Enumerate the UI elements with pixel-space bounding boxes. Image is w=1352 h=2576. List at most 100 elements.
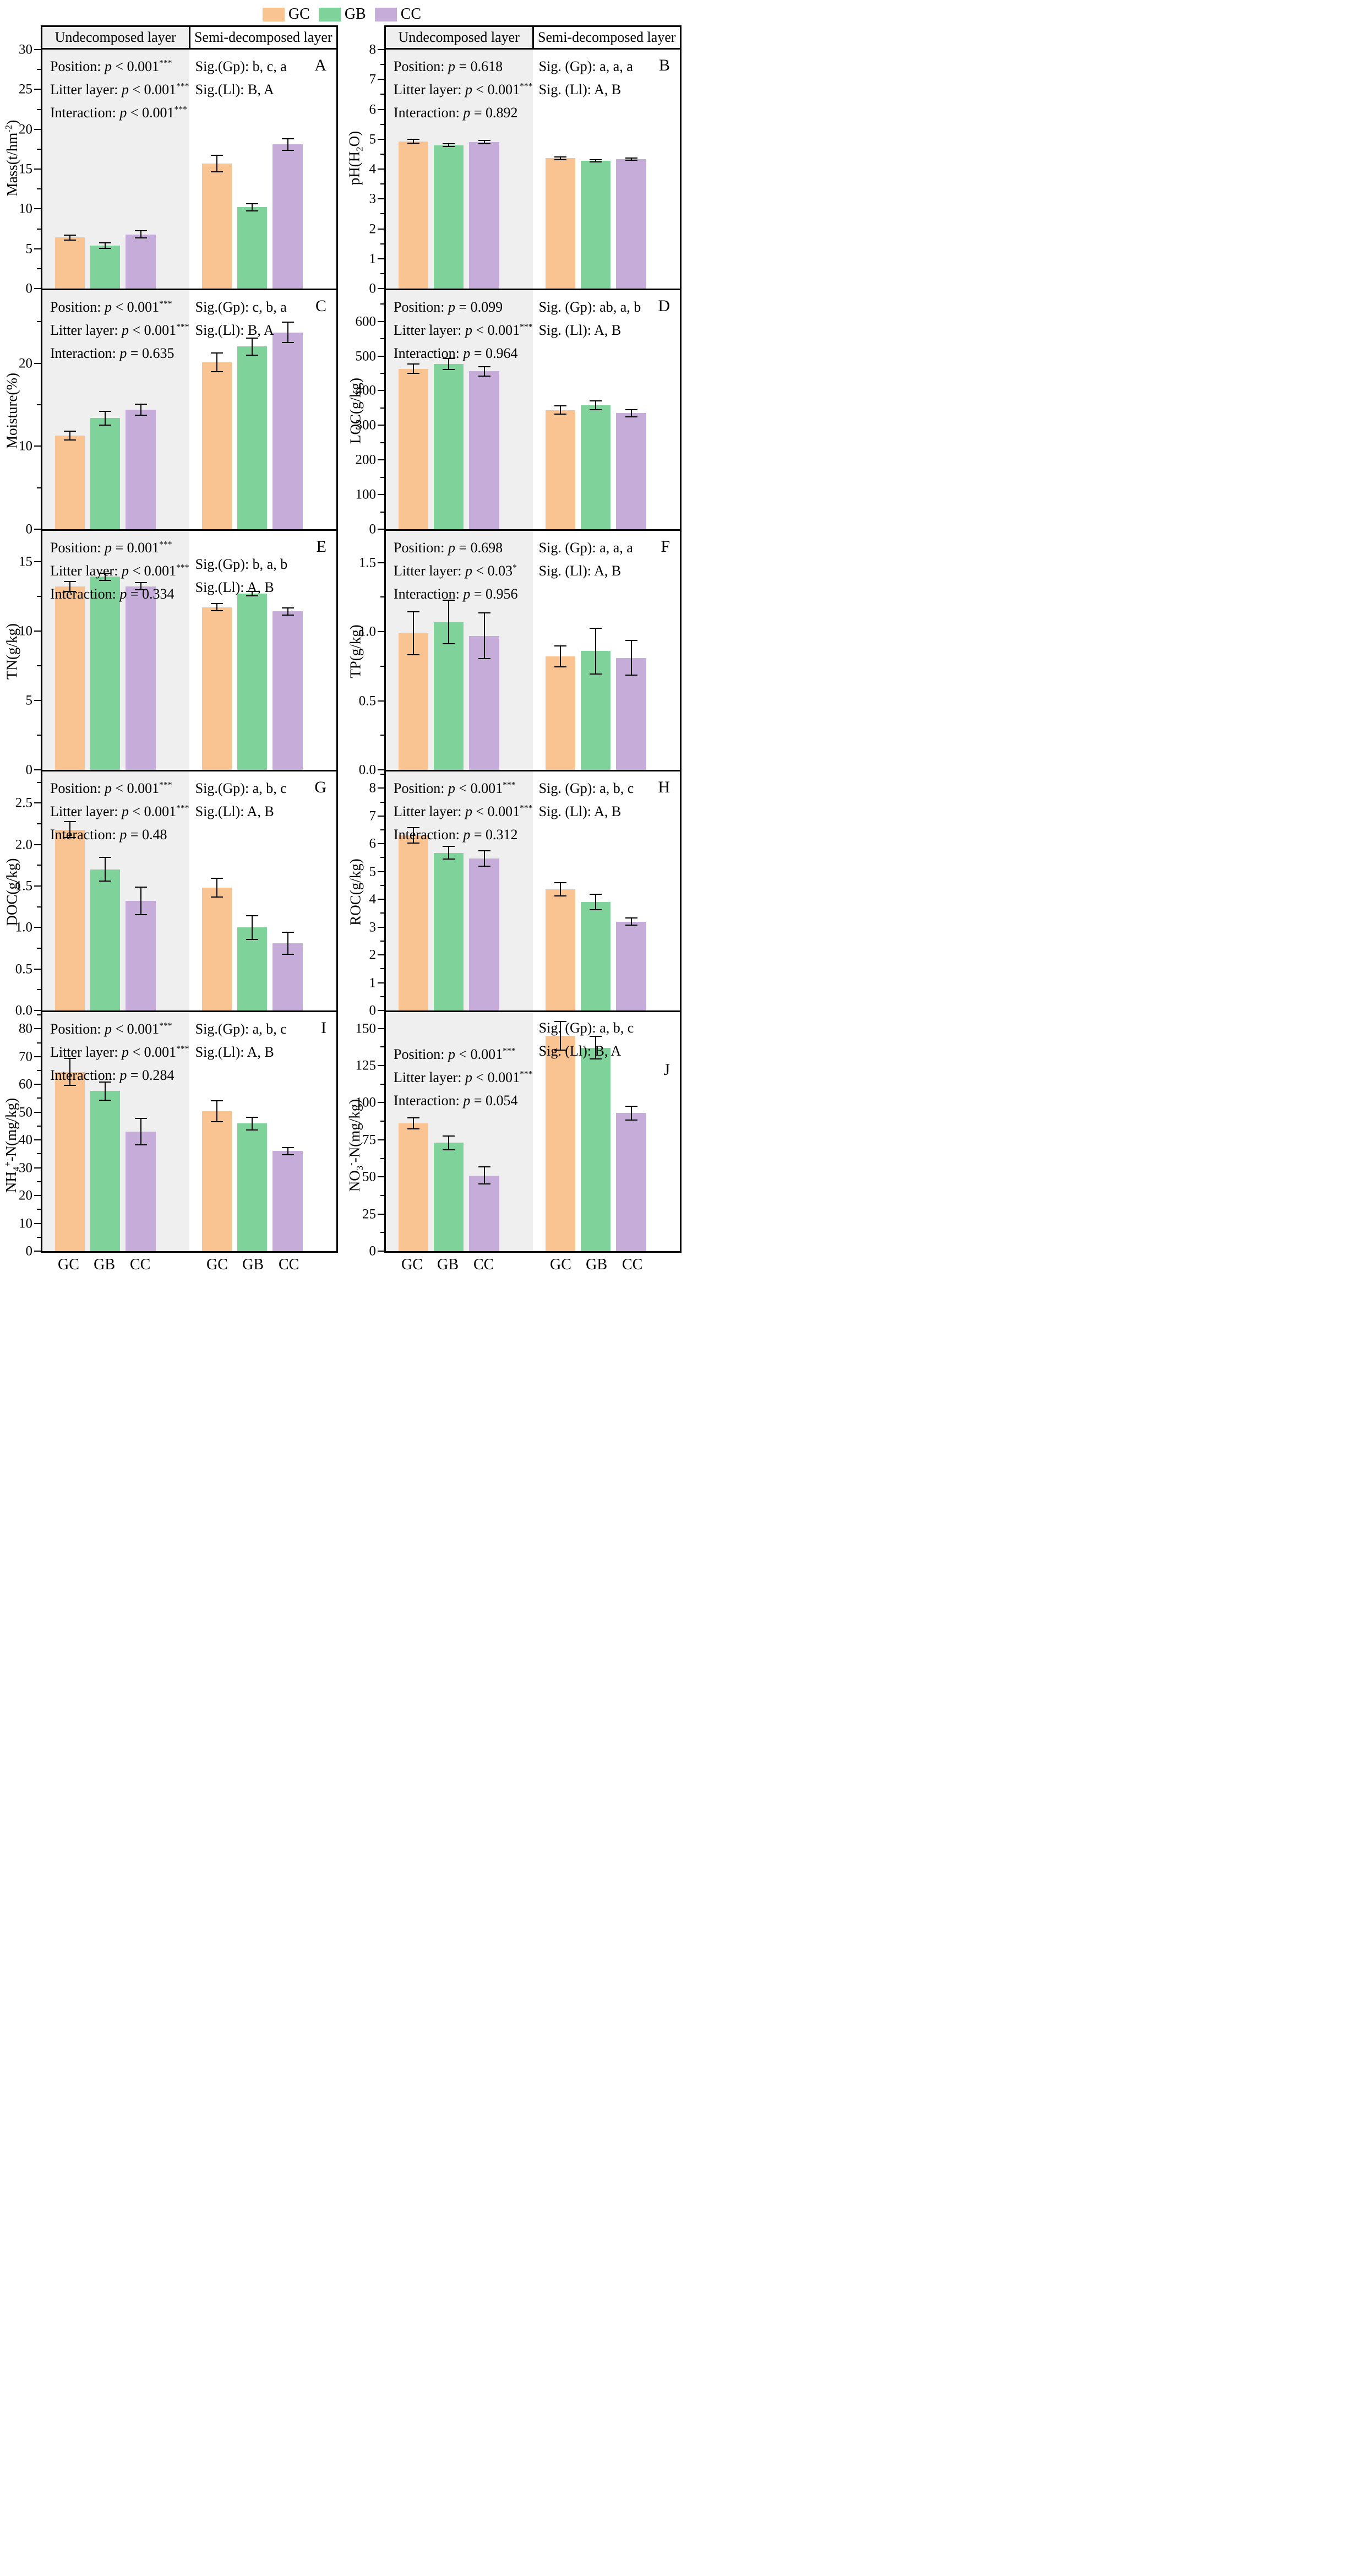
sig-letters: Sig.(Gp): a, b, c Sig.(Ll): A, B [195,1018,287,1064]
error-bar [407,611,419,655]
sig-line: Sig. (Gp): ab, a, b [538,299,641,315]
error-bar [281,931,294,955]
panel-d: LOC(g/kg) 0 100 200 300 400 500 600 Position: p … [346,289,682,536]
y-tick-label: 7 [369,808,377,824]
error-bar-stem [252,337,253,356]
error-bar-cap-top [246,590,259,592]
y-major-tick [378,982,384,983]
bar-gb-semi [237,1123,268,1251]
legend-item: CC [374,6,421,23]
y-tick-label: 10 [19,1216,32,1231]
error-bar-cap-top [478,140,490,142]
y-minor-tick [380,801,384,803]
y-minor-tick [37,148,41,150]
p-symbol: p [121,81,129,98]
bar-gb-undecomposed [434,852,464,1010]
stats-line: Position: p < 0.001*** [50,55,189,78]
y-tick-label: 8 [369,42,377,57]
significance-stars: *** [159,1021,172,1031]
error-bar-cap-top [210,603,223,605]
y-major-tick [378,815,384,817]
error-bar-cap-bottom [246,210,259,211]
error-bar [99,1081,112,1101]
error-bar-stem [412,1117,414,1129]
x-category-gc: GC [550,1256,571,1273]
y-major-tick [34,1084,41,1085]
error-bar-cap-bottom [590,909,602,911]
y-major-tick [378,1251,384,1252]
x-category-cc: CC [473,1256,494,1273]
error-bar-cap-top [63,821,76,823]
figure-grid: Mass(t/hm-2) Undecomposed layer Semi-decom… [0,25,684,1281]
sig-line: Sig.(Gp): a, b, c [195,780,287,796]
y-tick-label: 10 [19,438,32,454]
bar-gc-undecomposed [398,835,429,1010]
y-tick-label: 0 [25,521,33,537]
panel-a: Mass(t/hm-2) Undecomposed layer Semi-decom… [2,25,338,296]
stats-line: Interaction: p = 0.284 [50,1064,189,1087]
y-minor-tick [380,1194,384,1196]
panel-letter: D [658,297,670,315]
error-bar-stem [287,322,288,344]
y-major-tick [378,49,384,50]
y-minor-tick [380,665,384,667]
y-minor-tick [37,989,41,991]
error-bar [63,234,76,241]
p-symbol: p [121,803,129,820]
stats-line: Position: p = 0.001*** [50,536,189,559]
y-tick-label: 2.5 [15,795,32,811]
error-bar [554,405,566,415]
stats-prefix: Position: [50,58,105,74]
y-major-tick [34,1139,41,1141]
stats-value: = 0.099 [455,299,503,315]
error-bar-cap-bottom [281,342,294,344]
significance-stars: *** [520,1069,533,1079]
error-bar-stem [595,400,597,410]
panel-i: NH4+-N(mg/kg) 0 10 20 30 40 50 60 70 80 Position: … [2,1010,338,1278]
sig-letters: Sig. (Gp): a, a, a Sig. (Ll): A, B [539,55,633,101]
y-minor-tick [37,865,41,866]
y-major-tick [378,108,384,110]
bar-gb-undecomposed [90,1091,121,1251]
bar-gb-undecomposed [90,577,121,770]
plot-area: 0 10 20 30 40 50 60 70 80 Position: p < 0.001*** L… [19,1010,338,1258]
y-minor-tick [380,64,384,66]
y-minor-tick [380,1121,384,1122]
y-tick-label: 1.0 [15,920,32,935]
error-bar-cap-bottom [210,1121,223,1123]
error-bar-stem [69,821,70,838]
stats-line: Position: p < 0.001*** [394,1043,533,1066]
error-bar-cap-top [443,1135,455,1137]
error-bar [246,1116,259,1131]
error-bar-cap-top [63,430,76,432]
y-tick-label: 4 [369,892,377,907]
error-bar-cap-bottom [281,614,294,616]
layer-header: Undecomposed layer Semi-decomposed layer [384,25,682,50]
stats-prefix: Position: [394,780,448,796]
significance-stars: *** [176,81,189,91]
x-category-gb: GB [437,1256,459,1273]
y-tick-label: 100 [355,1095,377,1110]
y-major-tick [34,1195,41,1197]
y-major-tick [378,288,384,289]
y-tick-label: 0 [25,281,33,296]
y-tick-label: 25 [19,81,32,97]
anova-stats: Position: p < 0.001*** Litter layer: p < … [50,55,189,124]
error-bar-stem [216,603,217,612]
error-bar-cap-bottom [63,240,76,241]
error-bar-cap-bottom [63,836,76,838]
stats-value: = 0.956 [470,586,518,602]
y-minor-tick [380,968,384,970]
anova-stats: Position: p = 0.099 Litter layer: p < 0.0… [394,296,533,365]
y-tick-label: 300 [355,417,377,433]
error-bar-stem [412,611,414,655]
error-bar-stem [252,590,253,596]
error-bar [134,582,147,591]
error-bar-stem [483,612,485,660]
error-bar-stem [630,1105,632,1121]
y-minor-tick [380,1083,384,1085]
significance-stars: *** [503,780,516,790]
y-minor-tick [380,94,384,95]
error-bar [478,850,490,867]
error-bar-cap-top [63,580,76,582]
